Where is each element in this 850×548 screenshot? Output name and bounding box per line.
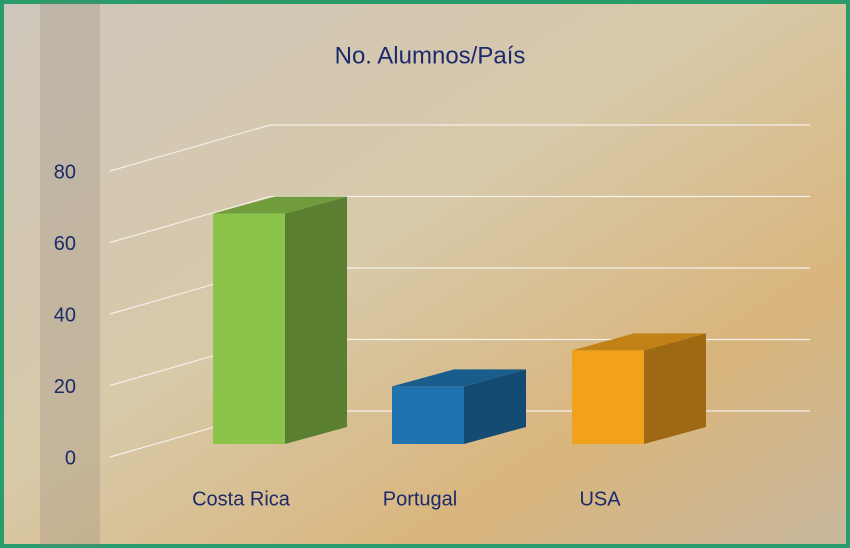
- y-tick-label: 40: [54, 304, 76, 326]
- bar-side: [285, 197, 347, 444]
- y-tick-label: 60: [54, 233, 76, 255]
- y-tick-label: 80: [54, 161, 76, 183]
- y-tick-label: 20: [54, 376, 76, 398]
- y-tick-label: 0: [65, 447, 76, 469]
- bar-side: [644, 333, 706, 444]
- bar: [213, 214, 285, 444]
- x-tick-label: Costa Rica: [192, 488, 291, 510]
- x-tick-label: USA: [579, 488, 621, 510]
- bar: [572, 350, 644, 444]
- chart: No. Alumnos/País 0 20 40 60 80 Costa Rica Port…: [0, 0, 850, 548]
- chart-title: No. Alumnos/País: [335, 42, 526, 69]
- chart-background: [2, 2, 848, 546]
- bar: [392, 386, 464, 444]
- x-tick-label: Portugal: [383, 488, 458, 510]
